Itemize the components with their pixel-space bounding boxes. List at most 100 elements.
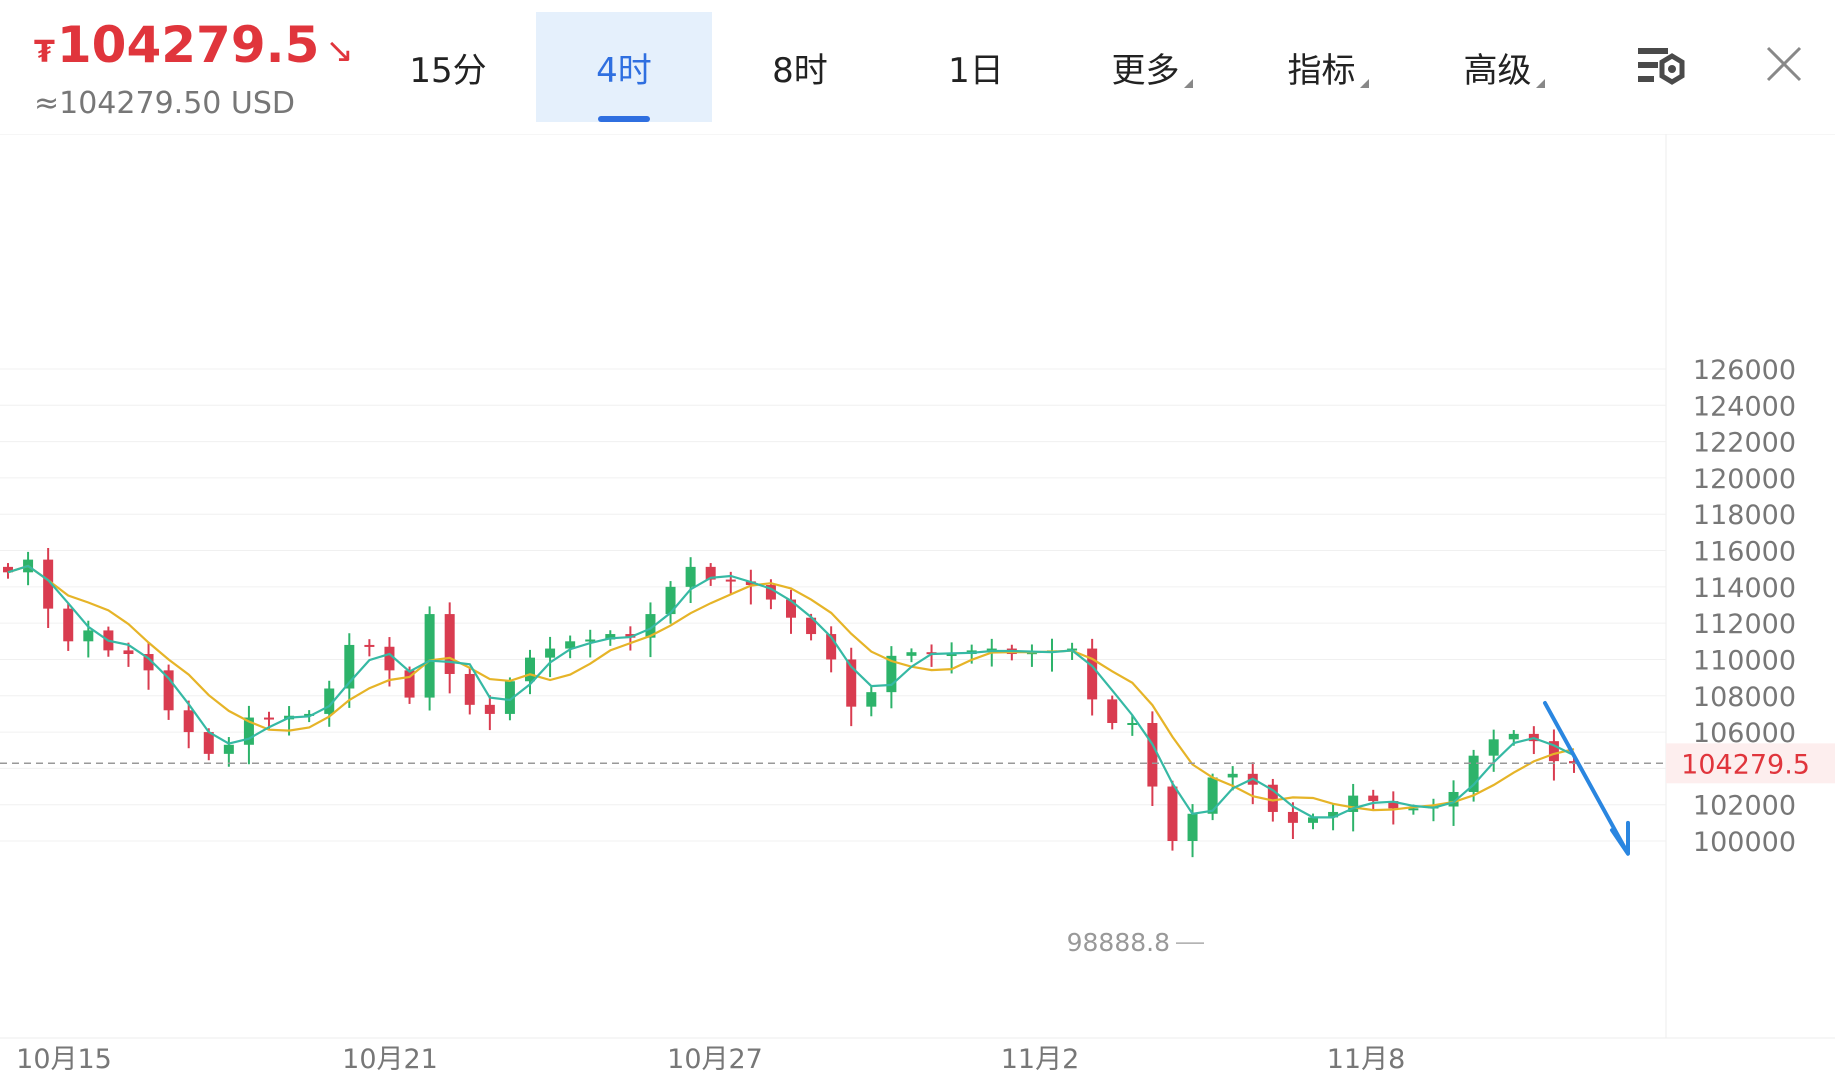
tab-label: 8时	[772, 50, 828, 91]
candle-body	[404, 670, 415, 698]
current-price-tag	[1666, 743, 1835, 784]
candle-body	[806, 617, 817, 635]
candle-body	[264, 717, 274, 720]
candle-body	[866, 692, 877, 707]
candle-body	[1207, 777, 1218, 814]
y-tick-label: 124000	[1693, 391, 1796, 422]
candle-body	[846, 659, 857, 707]
candle-body	[986, 648, 997, 651]
candle-body	[625, 634, 636, 638]
close-icon[interactable]	[1764, 44, 1804, 84]
dropdown-corner-icon	[1183, 79, 1193, 88]
tab-advanced[interactable]: 高级	[1416, 12, 1592, 122]
candle-body	[324, 688, 335, 714]
candle-body	[1448, 791, 1459, 807]
candle-body	[1388, 801, 1399, 809]
candle-body	[886, 655, 897, 693]
candle-body	[1408, 808, 1419, 811]
candle-body	[1167, 786, 1178, 841]
candle-body	[1187, 813, 1198, 841]
tab-8h[interactable]: 8时	[712, 12, 888, 122]
tab-1d[interactable]: 1日	[888, 12, 1064, 122]
candle-body	[525, 657, 535, 682]
y-tick-label: 108000	[1693, 682, 1796, 713]
x-tick-label: 10月21	[342, 1044, 438, 1075]
candle-body	[1508, 733, 1519, 740]
current-price-label: 104279.5	[1681, 749, 1810, 780]
candle-body	[83, 630, 94, 642]
current-price: ₮104279.5 ↘	[34, 16, 354, 74]
candle-body	[725, 579, 736, 582]
candle-body	[906, 652, 917, 656]
candle-body	[203, 732, 214, 754]
tab-4h[interactable]: 4时	[536, 12, 712, 122]
currency-symbol: ₮	[34, 35, 55, 70]
candle-body	[1348, 795, 1359, 812]
active-tab-indicator	[598, 116, 650, 122]
tab-more[interactable]: 更多	[1064, 12, 1240, 122]
tab-indicators[interactable]: 指标	[1240, 12, 1416, 122]
candle-body	[605, 634, 616, 640]
x-tick-label: 10月27	[667, 1044, 763, 1075]
candle-body	[665, 586, 676, 615]
y-tick-label: 114000	[1693, 573, 1796, 604]
candle-body	[504, 681, 515, 714]
candle-body	[545, 648, 556, 658]
candle-body	[43, 559, 54, 609]
y-tick-label: 118000	[1693, 500, 1796, 531]
dropdown-corner-icon	[1535, 79, 1545, 88]
candlestick-chart[interactable]: 1000001020001060001080001100001120001140…	[0, 134, 1835, 1080]
y-tick-label: 116000	[1693, 537, 1796, 568]
y-tick-label: 126000	[1693, 355, 1796, 386]
tab-label: 4时	[596, 50, 652, 91]
candle-body	[765, 585, 776, 600]
candle-body	[464, 673, 475, 705]
candle-body	[344, 644, 355, 689]
tab-label: 更多	[1111, 50, 1180, 91]
y-tick-label: 110000	[1693, 645, 1796, 676]
candle-body	[786, 599, 796, 618]
candle-body	[364, 644, 375, 647]
candle-body	[1328, 811, 1339, 818]
trend-arrow-head	[1610, 820, 1630, 856]
y-tick-label: 102000	[1693, 791, 1796, 822]
candle-body	[1087, 648, 1098, 700]
candle-body	[444, 614, 455, 674]
tab-label: 指标	[1287, 50, 1356, 91]
dropdown-corner-icon	[1359, 79, 1369, 88]
candle-body	[183, 710, 194, 733]
y-tick-label: 120000	[1693, 464, 1796, 495]
candle-body	[384, 646, 395, 671]
y-tick-label: 100000	[1693, 827, 1796, 858]
y-tick-label: 112000	[1693, 609, 1796, 640]
candle-body	[745, 581, 756, 586]
x-tick-label: 11月8	[1327, 1044, 1406, 1075]
tab-label: 1日	[948, 50, 1004, 91]
candle-body	[304, 713, 315, 716]
x-tick-label: 11月2	[1001, 1044, 1080, 1075]
candle-body	[484, 704, 495, 714]
candle-body	[3, 566, 13, 573]
chart-settings-icon[interactable]	[1636, 44, 1688, 90]
candle-body	[1147, 723, 1158, 787]
candle-body	[1308, 817, 1318, 823]
candle-body	[123, 650, 134, 655]
candle-body	[705, 566, 716, 580]
price-value: 104279.5	[56, 16, 320, 74]
candle-body	[826, 634, 837, 660]
ma-fast-line	[7, 564, 1575, 819]
ma-slow-line	[7, 564, 1575, 812]
trend-arrow-shaft	[1543, 701, 1628, 853]
trend-down-icon: ↘	[325, 31, 354, 71]
candle-body	[143, 654, 154, 671]
candle-body	[163, 670, 174, 711]
x-tick-label: 10月15	[16, 1044, 112, 1075]
candle-body	[223, 744, 234, 754]
candle-body	[1548, 741, 1559, 762]
tab-label: 高级	[1463, 50, 1532, 91]
candle-body	[1569, 761, 1579, 764]
candle-body	[1468, 755, 1479, 792]
tab-15m[interactable]: 15分	[360, 12, 536, 122]
candle-body	[1368, 795, 1379, 802]
candle-body	[63, 608, 74, 642]
